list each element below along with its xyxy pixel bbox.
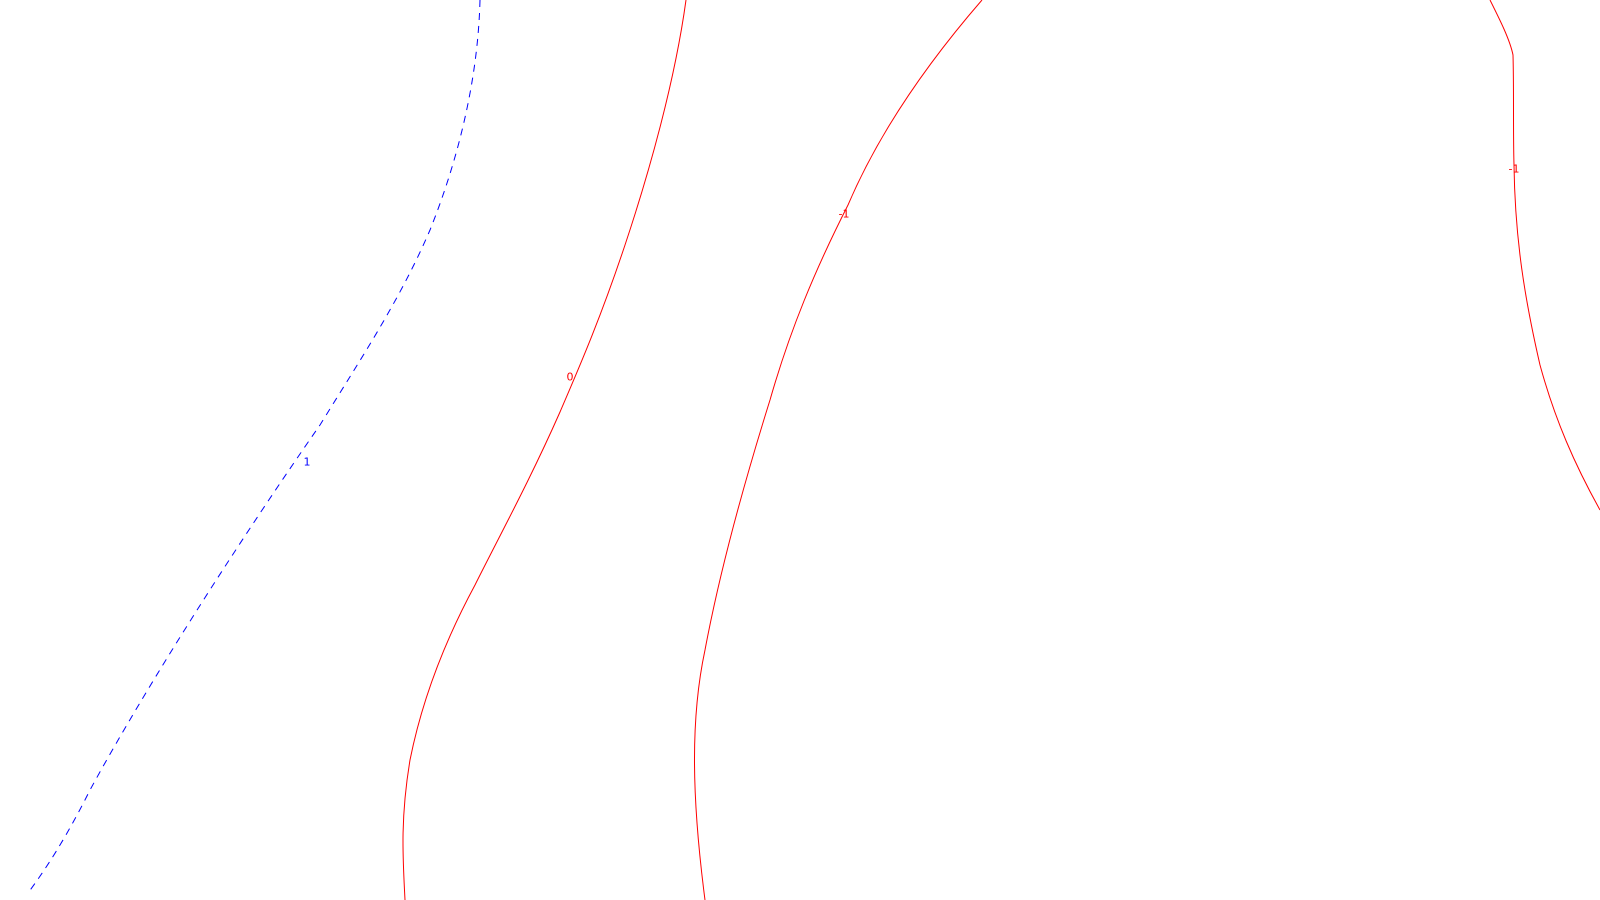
contour-line-1: [27, 0, 481, 894]
contour-label-1: 1: [304, 456, 311, 469]
contour-line-minus1-right: [1489, 0, 1600, 511]
contour-label-0: 0: [567, 371, 574, 384]
contour-label-minus1-center: -1: [839, 208, 850, 221]
contour-line-minus1-center: [694, 0, 983, 900]
contour-line-0: [402, 0, 687, 900]
contour-label-minus1-right: -1: [1509, 163, 1520, 176]
